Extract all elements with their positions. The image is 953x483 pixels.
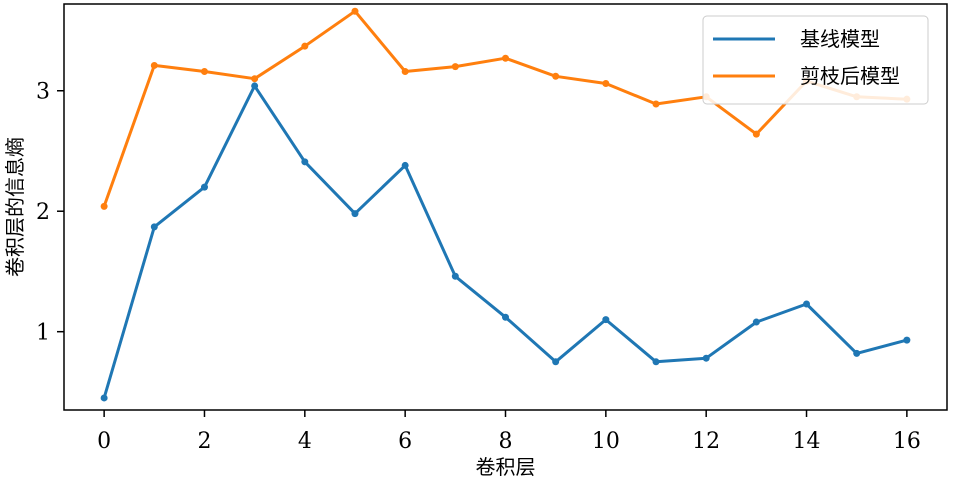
data-point xyxy=(251,82,259,90)
x-tick-label: 14 xyxy=(793,429,821,454)
plot-area xyxy=(100,7,911,402)
x-tick-label: 4 xyxy=(298,429,312,454)
data-point xyxy=(652,100,660,108)
x-tick-label: 6 xyxy=(398,429,412,454)
y-tick-label: 1 xyxy=(36,321,50,346)
x-tick-label: 2 xyxy=(197,429,211,454)
data-point xyxy=(552,358,560,366)
data-point xyxy=(752,130,760,138)
data-point xyxy=(301,158,309,166)
data-point xyxy=(401,67,409,75)
data-point xyxy=(652,358,660,366)
series-line-1 xyxy=(102,84,908,399)
data-point xyxy=(752,318,760,326)
x-axis: 0 2 4 6 8 10 12 14 16 xyxy=(97,410,921,454)
data-point xyxy=(451,272,459,280)
data-point xyxy=(200,67,208,75)
data-point xyxy=(502,54,509,62)
data-point xyxy=(853,349,861,357)
data-point xyxy=(602,316,610,324)
x-tick-label: 8 xyxy=(499,429,513,454)
data-point xyxy=(502,313,509,321)
data-point xyxy=(251,75,259,83)
data-point xyxy=(552,72,560,80)
data-point xyxy=(602,80,610,88)
x-tick-label: 0 xyxy=(97,429,111,454)
data-point xyxy=(451,63,459,71)
data-point xyxy=(200,183,208,191)
legend-label: 剪枝后模型 xyxy=(800,64,900,88)
data-point xyxy=(903,336,911,344)
y-tick-label: 3 xyxy=(36,80,50,105)
data-point xyxy=(150,223,158,231)
data-point xyxy=(351,210,359,218)
legend-label: 基线模型 xyxy=(800,27,880,51)
y-axis-label: 卷积层的信息熵 xyxy=(3,137,27,277)
data-point xyxy=(401,161,409,169)
x-tick-label: 16 xyxy=(893,429,921,454)
data-point xyxy=(100,394,108,402)
y-axis: 1 2 3 xyxy=(36,80,64,346)
x-tick-label: 12 xyxy=(692,429,720,454)
data-point xyxy=(803,300,811,308)
y-tick-label: 2 xyxy=(36,200,50,225)
data-point xyxy=(150,61,158,69)
data-point xyxy=(351,7,359,15)
data-point xyxy=(702,354,710,362)
data-point xyxy=(301,42,309,50)
x-axis-label: 卷积层 xyxy=(476,455,536,479)
x-tick-label: 10 xyxy=(592,429,620,454)
data-point xyxy=(100,202,108,210)
